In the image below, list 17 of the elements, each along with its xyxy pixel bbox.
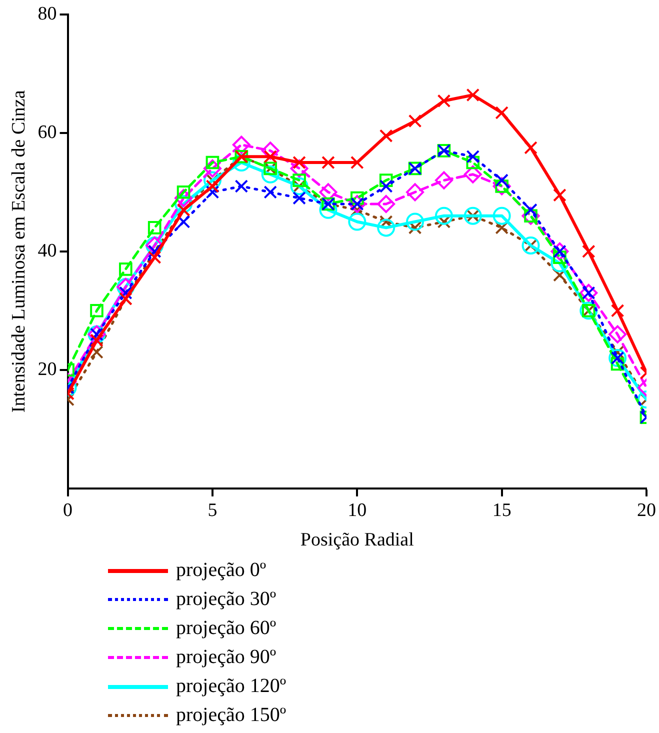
legend-label: projeção 150º [176, 703, 286, 728]
legend-label: projeção 120º [176, 674, 286, 699]
legend-label: projeção 60º [176, 616, 276, 641]
x-axis-title: Posição Radial [300, 530, 414, 551]
legend-label: projeção 90º [176, 645, 276, 670]
x-tick-label: 15 [492, 500, 512, 521]
y-tick-label: 40 [38, 240, 57, 262]
legend-label: projeção 0º [176, 558, 266, 583]
y-tick-label: 80 [38, 3, 57, 24]
x-tick-label: 0 [63, 500, 73, 521]
y-axis-title: Intensidade Luminosa em Escala de Cinza [8, 90, 30, 413]
x-tick-label: 10 [348, 500, 367, 521]
x-tick-label: 5 [208, 500, 218, 521]
legend-label: projeção 30º [176, 587, 276, 612]
y-tick-label: 20 [38, 358, 57, 380]
x-tick-label: 20 [637, 500, 656, 521]
y-tick-label: 60 [38, 122, 57, 143]
